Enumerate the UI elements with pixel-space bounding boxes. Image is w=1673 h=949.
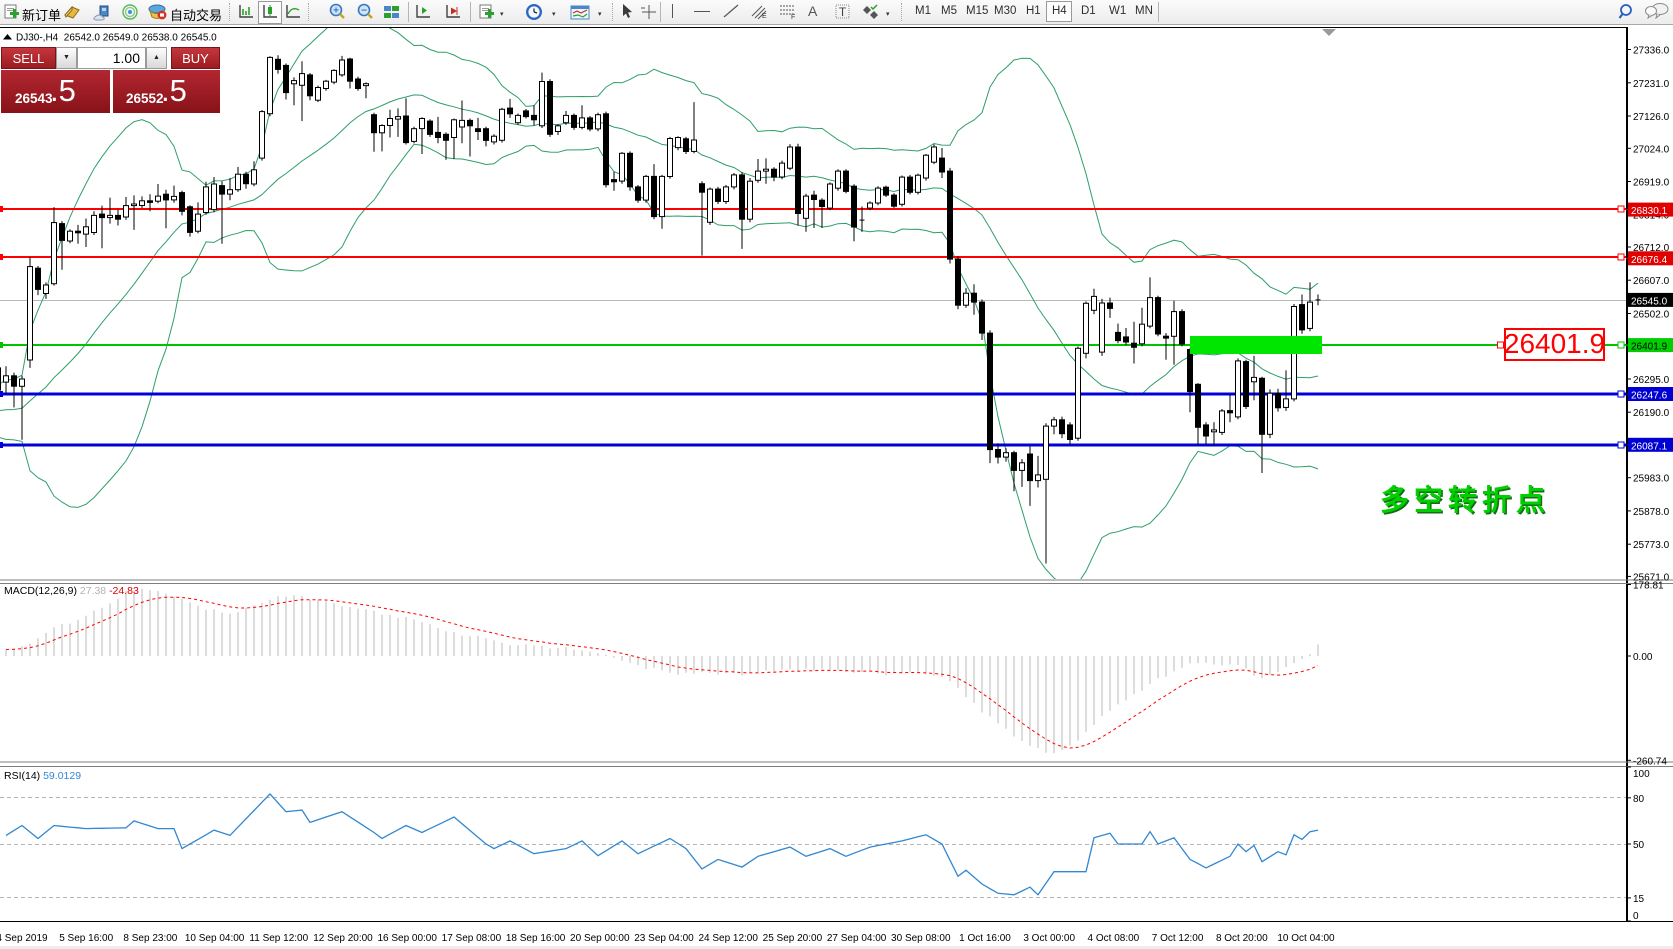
svg-text:多空转折点: 多空转折点 <box>1382 485 1552 519</box>
svg-text:10 Oct 04:00: 10 Oct 04:00 <box>1277 933 1335 944</box>
svg-text:F: F <box>791 14 795 20</box>
svg-text:25 Sep 20:00: 25 Sep 20:00 <box>763 933 823 944</box>
svg-text:5 Sep 16:00: 5 Sep 16:00 <box>59 933 113 944</box>
svg-text:26295.0: 26295.0 <box>1633 375 1670 386</box>
svg-text:26607.0: 26607.0 <box>1633 276 1670 287</box>
svg-text:27231.0: 27231.0 <box>1633 79 1670 90</box>
svg-text:27 Sep 04:00: 27 Sep 04:00 <box>827 933 887 944</box>
svg-text:多空转折点: 多空转折点 <box>1380 483 1550 517</box>
svg-text:+: + <box>333 6 339 17</box>
svg-text:50: 50 <box>1633 840 1645 851</box>
svg-text:1 Oct 16:00: 1 Oct 16:00 <box>959 933 1011 944</box>
svg-text:MACD(12,26,9) 27.38 -24.83: MACD(12,26,9) 27.38 -24.83 <box>4 585 139 597</box>
svg-text:26919.0: 26919.0 <box>1633 178 1670 189</box>
svg-text:26545.0: 26545.0 <box>1631 296 1668 307</box>
svg-text:27024.0: 27024.0 <box>1633 144 1670 155</box>
svg-text:11 Sep 12:00: 11 Sep 12:00 <box>249 933 308 944</box>
svg-text:27336.0: 27336.0 <box>1633 46 1670 57</box>
svg-text:26190.0: 26190.0 <box>1633 408 1670 419</box>
svg-text:30 Sep 08:00: 30 Sep 08:00 <box>891 933 951 944</box>
svg-text:E: E <box>762 13 767 20</box>
svg-text:12 Sep 20:00: 12 Sep 20:00 <box>313 933 373 944</box>
svg-text:−: − <box>361 6 367 17</box>
svg-text:-260.74: -260.74 <box>1633 756 1667 767</box>
svg-text:10 Sep 04:00: 10 Sep 04:00 <box>185 933 245 944</box>
svg-text:80: 80 <box>1633 794 1645 805</box>
svg-text:T: T <box>839 5 847 19</box>
svg-text:17 Sep 08:00: 17 Sep 08:00 <box>442 933 502 944</box>
svg-text:DJ30-,H4 26542.0 26549.0 2653: DJ30-,H4 26542.0 26549.0 26538.0 26545.0 <box>16 33 217 44</box>
svg-text:26401.9: 26401.9 <box>1631 342 1668 353</box>
svg-text:26712.0: 26712.0 <box>1633 243 1670 254</box>
svg-text:100: 100 <box>1633 769 1650 780</box>
svg-text:25983.0: 25983.0 <box>1633 474 1670 485</box>
svg-text:25773.0: 25773.0 <box>1633 540 1670 551</box>
svg-text:26247.6: 26247.6 <box>1631 391 1668 402</box>
svg-text:26676.4: 26676.4 <box>1631 255 1668 266</box>
svg-text:178.81: 178.81 <box>1633 581 1664 592</box>
svg-text:26502.0: 26502.0 <box>1633 310 1670 321</box>
svg-text:25878.0: 25878.0 <box>1633 507 1670 518</box>
svg-text:8 Oct 20:00: 8 Oct 20:00 <box>1216 933 1268 944</box>
svg-text:20 Sep 00:00: 20 Sep 00:00 <box>570 933 630 944</box>
svg-text:24 Sep 12:00: 24 Sep 12:00 <box>698 933 758 944</box>
svg-text:0: 0 <box>1633 911 1639 922</box>
svg-text:0.00: 0.00 <box>1633 652 1653 663</box>
svg-text:18 Sep 16:00: 18 Sep 16:00 <box>506 933 566 944</box>
svg-text:26830.1: 26830.1 <box>1631 206 1668 217</box>
svg-text:3 Oct 00:00: 3 Oct 00:00 <box>1023 933 1075 944</box>
svg-text:26401.9: 26401.9 <box>1504 328 1605 359</box>
svg-text:4 Sep 2019: 4 Sep 2019 <box>0 933 48 944</box>
svg-text:25671.0: 25671.0 <box>1633 572 1670 583</box>
svg-text:RSI(14) 59.0129: RSI(14) 59.0129 <box>4 770 81 782</box>
svg-text:27126.0: 27126.0 <box>1633 112 1670 123</box>
svg-text:8 Sep 23:00: 8 Sep 23:00 <box>123 933 177 944</box>
svg-text:26087.1: 26087.1 <box>1631 441 1668 452</box>
svg-text:23 Sep 04:00: 23 Sep 04:00 <box>634 933 694 944</box>
svg-text:7 Oct 12:00: 7 Oct 12:00 <box>1152 933 1204 944</box>
svg-text:4 Oct 08:00: 4 Oct 08:00 <box>1088 933 1140 944</box>
svg-text:16 Sep 00:00: 16 Sep 00:00 <box>377 933 437 944</box>
svg-text:15: 15 <box>1633 894 1645 905</box>
